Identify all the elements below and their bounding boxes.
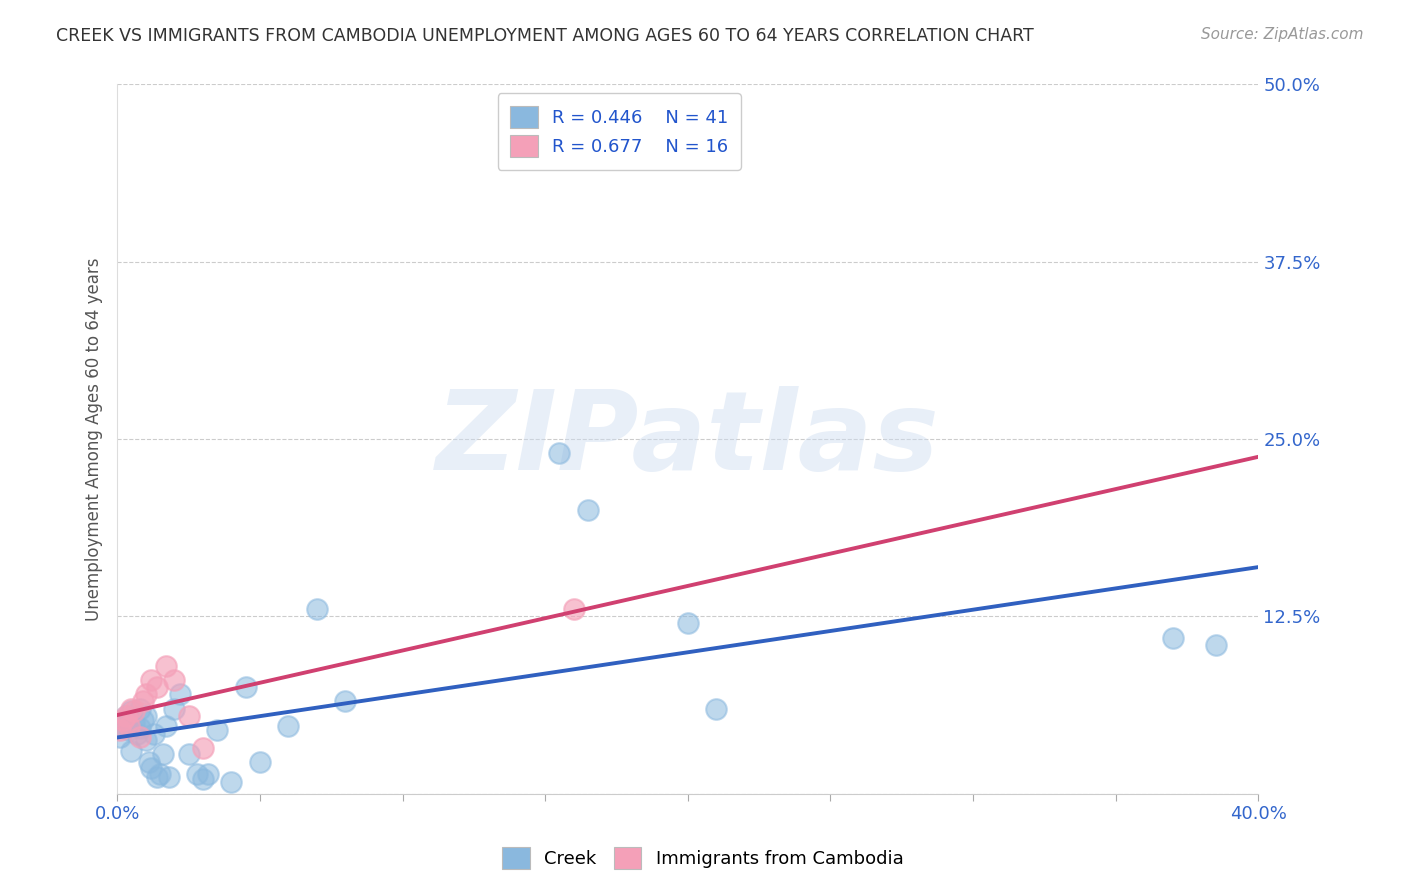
Point [548, 446, 571, 460]
Point [124, 705, 146, 719]
Point [152, 747, 174, 761]
Point [335, 694, 357, 708]
Point [157, 770, 180, 784]
Point [143, 727, 166, 741]
Point [221, 775, 243, 789]
Point [120, 705, 142, 719]
Point [1205, 638, 1227, 652]
Point [149, 767, 172, 781]
Point [111, 718, 134, 732]
Point [562, 602, 585, 616]
Point [108, 730, 131, 744]
Point [177, 747, 200, 761]
Point [169, 687, 191, 701]
Point [197, 767, 219, 781]
Point [117, 723, 139, 737]
Point [305, 602, 328, 616]
Text: Source: ZipAtlas.com: Source: ZipAtlas.com [1201, 27, 1364, 42]
Point [132, 713, 155, 727]
Point [186, 767, 208, 781]
Point [117, 718, 139, 732]
Point [127, 727, 149, 741]
Point [576, 503, 599, 517]
Point [191, 741, 214, 756]
Point [135, 708, 157, 723]
Point [120, 701, 142, 715]
Point [108, 723, 131, 737]
Point [129, 722, 152, 736]
Point [120, 744, 142, 758]
Point [114, 708, 136, 723]
Point [277, 718, 299, 732]
Point [249, 756, 271, 770]
Point [141, 761, 163, 775]
Point [129, 730, 152, 744]
Point [706, 701, 728, 715]
Point [132, 694, 155, 708]
Point [1161, 631, 1184, 645]
Point [155, 718, 177, 732]
Text: ZIPatlas: ZIPatlas [436, 385, 939, 492]
Point [235, 681, 257, 695]
Text: CREEK VS IMMIGRANTS FROM CAMBODIA UNEMPLOYMENT AMONG AGES 60 TO 64 YEARS CORRELA: CREEK VS IMMIGRANTS FROM CAMBODIA UNEMPL… [56, 27, 1033, 45]
Point [135, 732, 157, 747]
Point [155, 659, 177, 673]
Point [146, 770, 169, 784]
Point [191, 772, 214, 787]
Point [177, 708, 200, 723]
Point [135, 687, 157, 701]
Point [129, 701, 152, 715]
Point [163, 701, 186, 715]
Point [163, 673, 186, 688]
Point [676, 616, 699, 631]
Legend: Creek, Immigrants from Cambodia: Creek, Immigrants from Cambodia [494, 838, 912, 879]
Point [205, 723, 228, 737]
Point [146, 681, 169, 695]
Y-axis label: Unemployment Among Ages 60 to 64 years: Unemployment Among Ages 60 to 64 years [86, 257, 103, 621]
Point [114, 708, 136, 723]
Point [138, 756, 160, 770]
Point [141, 673, 163, 688]
Point [124, 715, 146, 730]
Point [114, 713, 136, 727]
Legend: R = 0.446    N = 41, R = 0.677    N = 16: R = 0.446 N = 41, R = 0.677 N = 16 [498, 94, 741, 170]
Point [111, 713, 134, 727]
